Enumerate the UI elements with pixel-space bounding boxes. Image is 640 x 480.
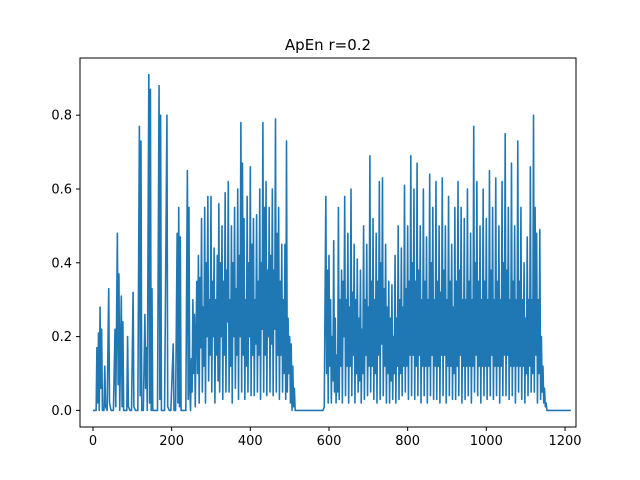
- x-tick-label: 800: [395, 434, 420, 449]
- y-axis: 0.0 0.2 0.4 0.6 0.8: [51, 109, 80, 419]
- x-tick-label: 0: [89, 434, 97, 449]
- series-line-0: [92, 73, 571, 412]
- x-axis: 0 200 400 600 800 1000 1200: [89, 427, 582, 449]
- x-tick-label: 400: [238, 434, 263, 449]
- y-tick-label: 0.8: [51, 109, 72, 124]
- x-tick-label: 600: [317, 434, 342, 449]
- x-tick-label: 1000: [470, 434, 503, 449]
- y-tick-label: 0.2: [51, 330, 72, 345]
- series-layer: [92, 73, 571, 412]
- y-tick-label: 0.6: [51, 182, 72, 197]
- y-tick-label: 0.4: [51, 256, 72, 271]
- x-tick-label: 200: [159, 434, 184, 449]
- x-tick-label: 1200: [548, 434, 581, 449]
- plot-area-frame: [79, 57, 577, 428]
- chart-title: ApEn r=0.2: [285, 36, 371, 54]
- y-tick-label: 0.0: [51, 404, 72, 419]
